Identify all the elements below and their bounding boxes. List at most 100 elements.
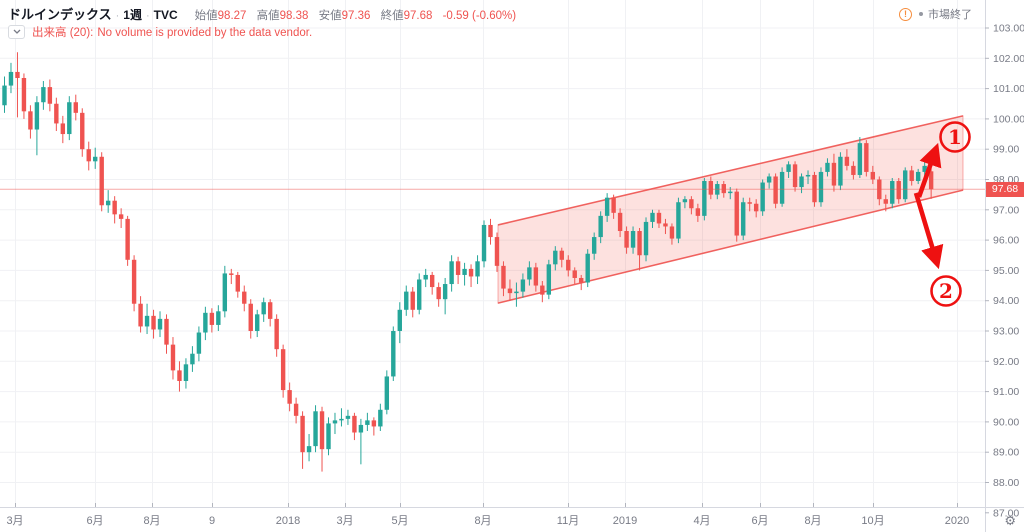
candle-body <box>792 164 798 188</box>
candle <box>572 267 577 285</box>
channel-upper-line[interactable] <box>497 115 964 226</box>
candle-body <box>261 302 266 315</box>
time-tick-label: 2020 <box>945 515 969 527</box>
price-tick-label: 96.00 <box>993 235 1019 247</box>
candle <box>404 285 409 316</box>
candle-body <box>99 156 104 206</box>
candle <box>21 73 27 119</box>
candle-body <box>643 221 649 256</box>
candle-body <box>844 156 850 166</box>
arrow-up-annotation[interactable] <box>916 142 942 198</box>
candle-body <box>449 261 454 285</box>
candle <box>676 197 681 244</box>
candle-body <box>553 250 558 265</box>
candle <box>118 208 124 228</box>
candle-body <box>255 314 260 331</box>
interval-label[interactable]: 1週 <box>123 8 142 22</box>
candle <box>857 137 863 178</box>
circled-number-annotation-2[interactable]: 2 <box>930 275 962 307</box>
settings-gear-icon[interactable]: ⚙ <box>1004 513 1016 528</box>
candle-body <box>442 284 448 300</box>
candle-body <box>669 226 675 239</box>
candle-body <box>397 309 402 331</box>
symbol-name[interactable]: ドルインデックス <box>8 7 112 22</box>
candle <box>533 262 539 292</box>
candle-body <box>818 171 824 203</box>
candle <box>99 152 104 212</box>
candle-body <box>630 231 636 248</box>
candle <box>417 273 422 315</box>
indicator-collapse-button[interactable] <box>8 24 25 39</box>
close-value: 97.68 <box>403 10 433 22</box>
arrow-down-annotation[interactable] <box>913 192 944 270</box>
candle-body <box>80 112 85 150</box>
candle <box>28 105 33 139</box>
candle-body <box>34 102 40 130</box>
candle-body <box>47 87 53 104</box>
candle <box>157 311 163 338</box>
candle <box>449 255 454 292</box>
candle-body <box>928 171 934 190</box>
candle-body <box>520 279 526 292</box>
candle <box>365 412 370 431</box>
candle-body <box>825 162 830 172</box>
candle-body <box>702 181 707 216</box>
candle <box>475 255 480 285</box>
candlestick-series <box>2 52 934 472</box>
data-delay-icon[interactable]: ! <box>899 7 912 21</box>
candle-body <box>663 223 668 227</box>
price-tick-label: 90.00 <box>993 416 1019 428</box>
candle <box>15 52 20 118</box>
candle-body <box>481 224 487 262</box>
candle <box>663 218 668 235</box>
candle <box>909 165 914 186</box>
time-axis[interactable]: 3月 6月 8月 9 2018 3月 5月 8月 11月 2019 4月 6月 8月 10月 2020 <box>6 503 969 527</box>
candle <box>792 161 798 192</box>
candle <box>67 96 72 141</box>
circled-number-annotation-1[interactable]: 1 <box>939 121 971 153</box>
candle-body <box>436 287 441 300</box>
candle <box>650 209 655 228</box>
candle <box>345 409 351 425</box>
candle-body <box>611 197 616 213</box>
candle-body <box>766 176 772 183</box>
candle-body <box>747 202 752 204</box>
candle-body <box>229 273 234 275</box>
candle <box>151 309 156 339</box>
candle <box>442 277 448 315</box>
close-label: 終値 <box>380 10 404 22</box>
candle <box>93 147 98 169</box>
candle <box>300 411 305 469</box>
separator-dot: · <box>115 10 120 22</box>
candle-body <box>313 411 318 447</box>
candle <box>488 218 493 245</box>
candle <box>209 308 215 333</box>
candle-body <box>514 291 519 294</box>
candle <box>753 199 759 218</box>
candle <box>915 168 921 185</box>
exchange-label[interactable]: TVC <box>153 8 178 22</box>
candle-body <box>922 165 927 172</box>
candle <box>553 246 558 271</box>
price-axis[interactable]: 103.00102.00101.00100.0099.0098.0097.009… <box>985 23 1024 520</box>
candle-body <box>896 181 901 200</box>
candle-body <box>339 418 344 421</box>
candle <box>501 261 506 297</box>
candle-body <box>280 349 286 391</box>
candle-body <box>371 420 377 427</box>
candle <box>527 261 532 286</box>
candle <box>267 299 273 327</box>
separator-dot: · <box>145 10 150 22</box>
candle <box>41 81 46 110</box>
candle <box>280 344 286 398</box>
volume-indicator-text[interactable]: 出来高 (20): No volume is provided by the da… <box>32 24 312 40</box>
candle <box>643 217 649 262</box>
candle-body <box>203 312 208 333</box>
candle <box>494 232 500 272</box>
chart-legend: ドルインデックス · 1週 · TVC 始値98.27 高値98.38 安値97… <box>8 4 516 39</box>
candle-body <box>857 143 863 175</box>
candle <box>540 281 545 303</box>
candle-body <box>494 237 500 266</box>
